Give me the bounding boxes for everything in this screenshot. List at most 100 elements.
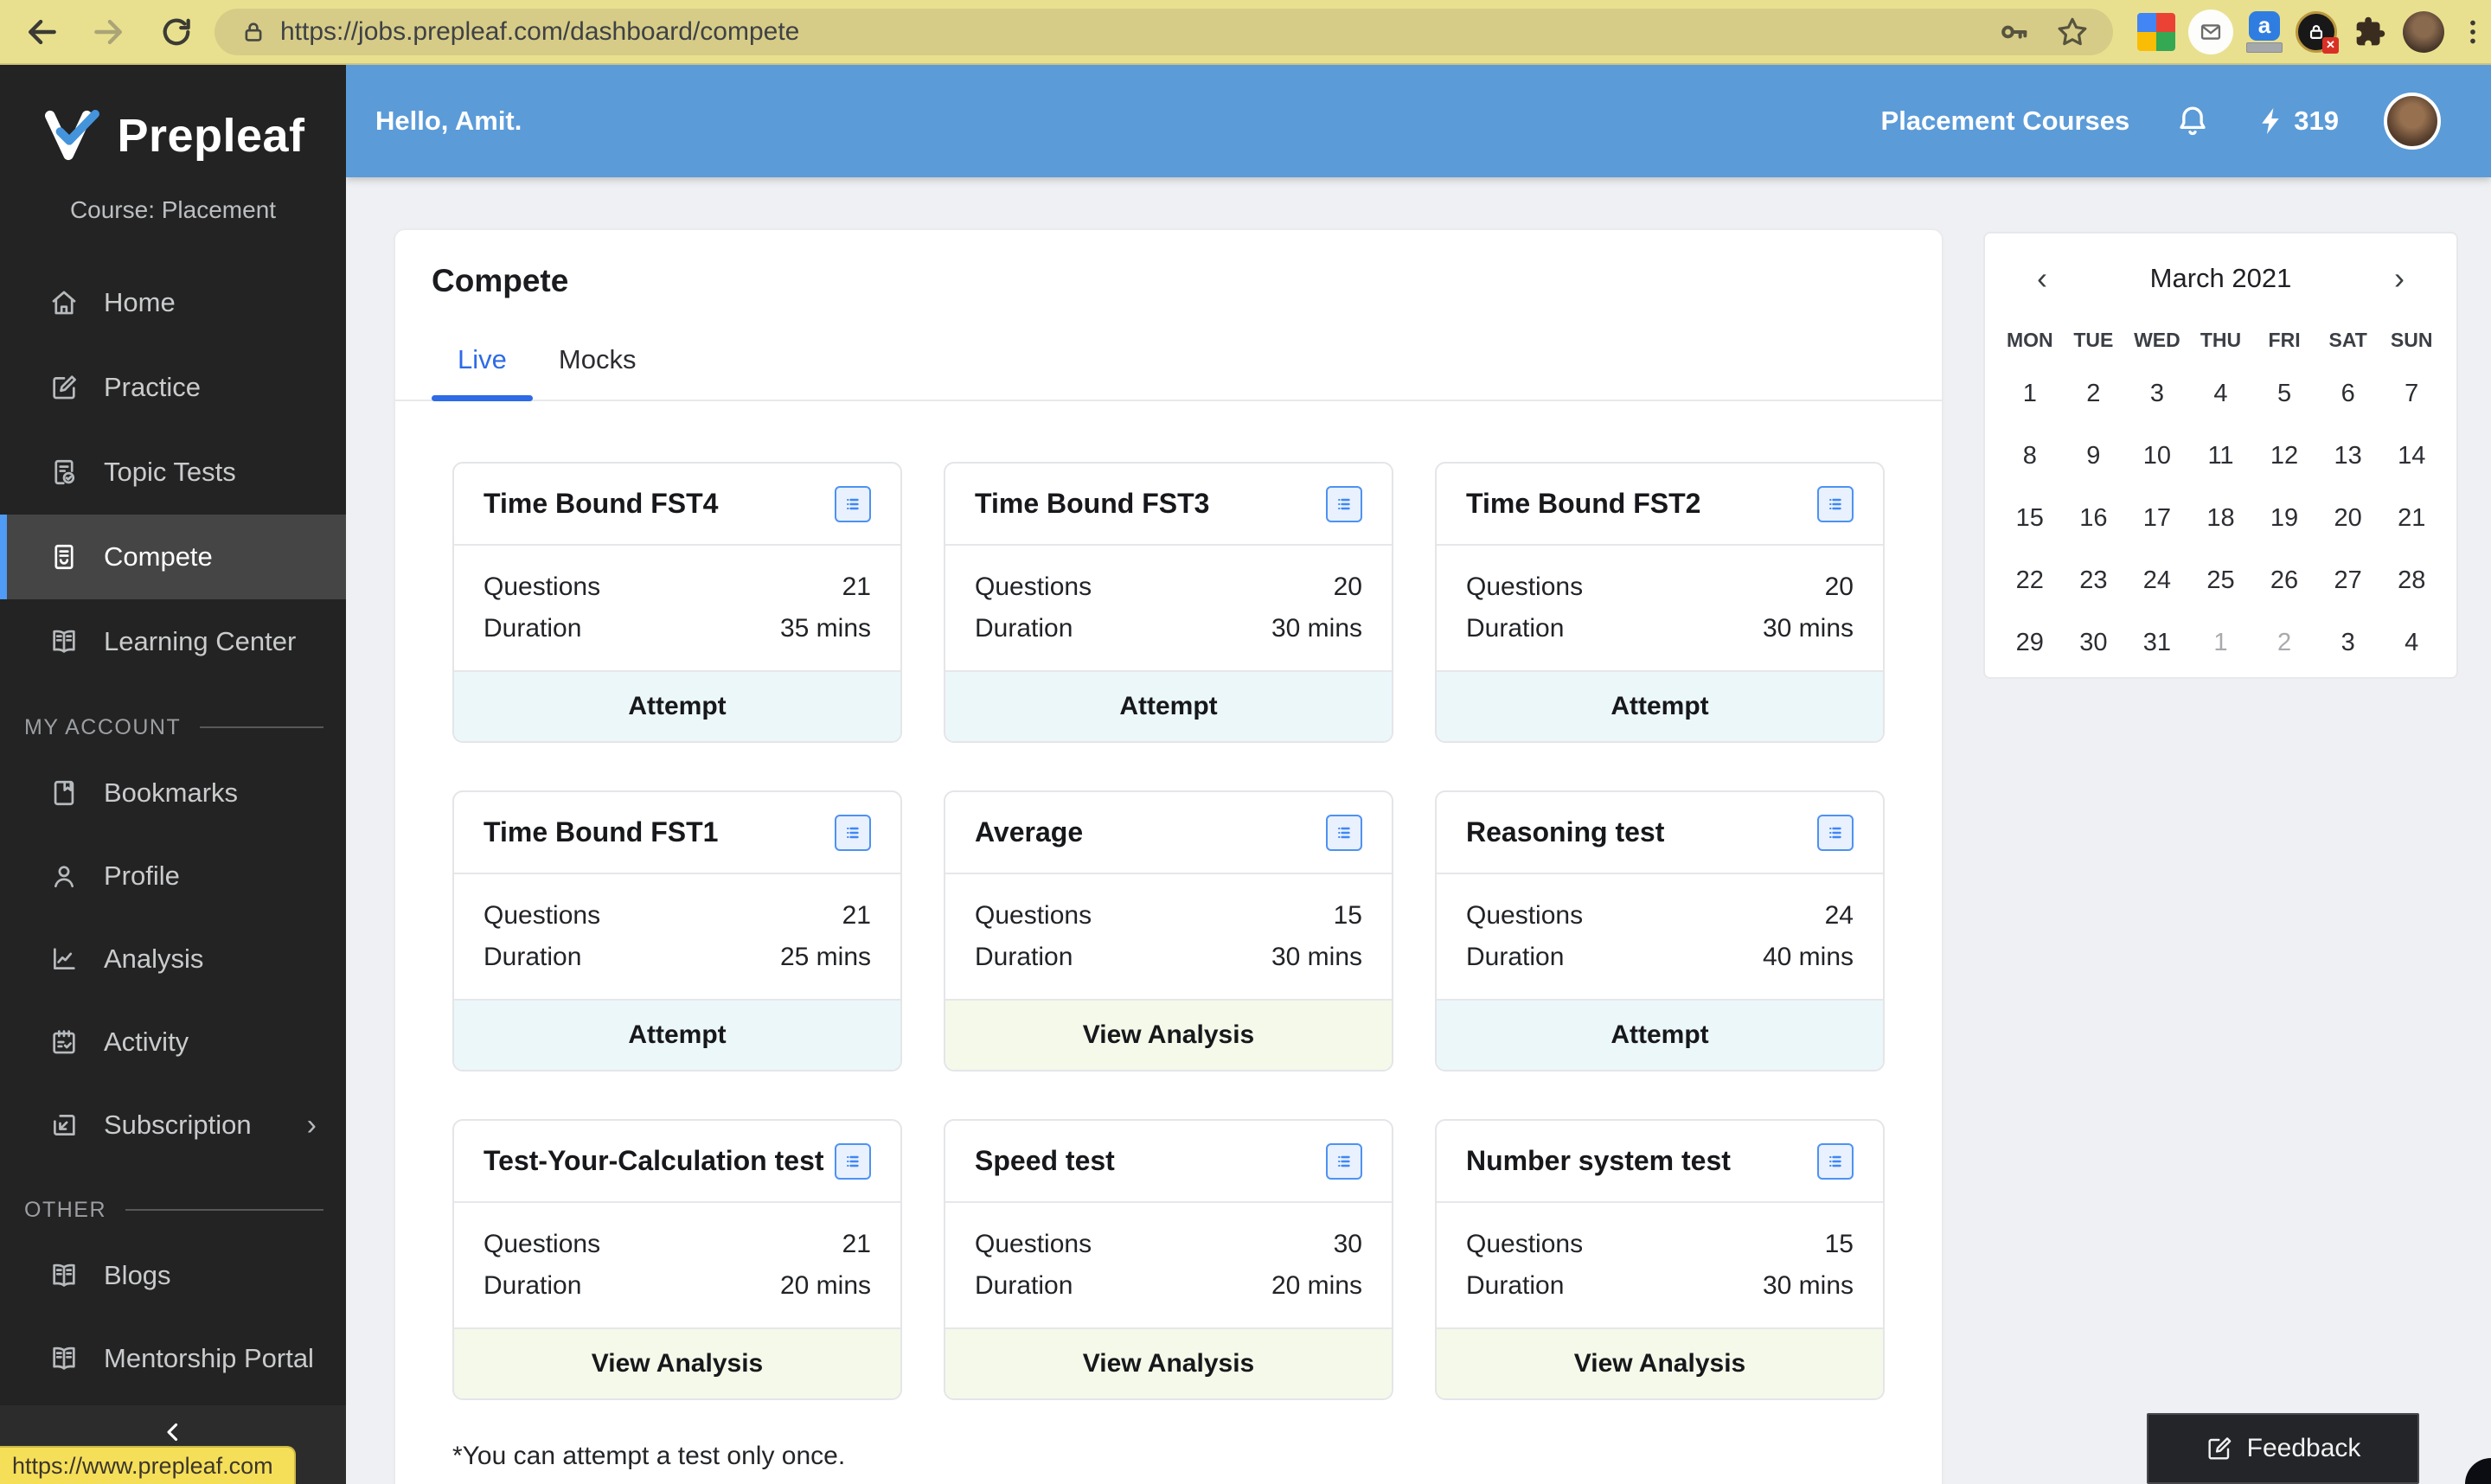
- calendar-date[interactable]: 1: [2022, 379, 2037, 407]
- sidebar-item-blogs[interactable]: Blogs: [0, 1234, 346, 1317]
- browser-profile-avatar[interactable]: [2403, 10, 2444, 53]
- card-action-button[interactable]: Attempt: [454, 670, 900, 741]
- card-action-button[interactable]: View Analysis: [945, 999, 1392, 1070]
- calendar-date[interactable]: 19: [2270, 503, 2299, 532]
- calendar-date[interactable]: 15: [2015, 503, 2044, 532]
- sidebar-item-practice[interactable]: Practice: [0, 345, 346, 430]
- sidebar-item-label: Activity: [104, 1027, 189, 1057]
- calendar-date[interactable]: 3: [2149, 379, 2164, 407]
- calendar-date[interactable]: 4: [2213, 379, 2228, 407]
- calendar-date[interactable]: 10: [2142, 441, 2172, 470]
- extensions-puzzle-icon[interactable]: [2350, 12, 2390, 52]
- calendar-date[interactable]: 11: [2207, 441, 2234, 470]
- test-details-icon[interactable]: [835, 1142, 871, 1180]
- test-details-icon[interactable]: [835, 814, 871, 851]
- calendar-date[interactable]: 14: [2398, 441, 2426, 470]
- feedback-button[interactable]: Feedback: [2147, 1413, 2419, 1484]
- card-action-button[interactable]: View Analysis: [1437, 1327, 1883, 1398]
- card-action-button[interactable]: Attempt: [1437, 670, 1883, 741]
- calendar-date[interactable]: 27: [2334, 566, 2362, 594]
- sidebar-item-analysis[interactable]: Analysis: [0, 918, 346, 1001]
- brand: Prepleaf: [0, 65, 346, 195]
- sidebar-item-profile[interactable]: Profile: [0, 835, 346, 918]
- energy-counter[interactable]: 319: [2256, 104, 2339, 138]
- calendar-date[interactable]: 16: [2079, 503, 2108, 532]
- tab-live[interactable]: Live: [432, 330, 533, 401]
- calendar-prev-icon[interactable]: ‹: [2023, 259, 2061, 297]
- browser-menu-icon[interactable]: [2457, 16, 2488, 48]
- test-details-icon[interactable]: [1326, 485, 1362, 522]
- calendar-date[interactable]: 28: [2398, 566, 2426, 594]
- calendar-date[interactable]: 1: [2213, 628, 2228, 656]
- calendar-date[interactable]: 7: [2405, 379, 2419, 407]
- sidebar-item-compete[interactable]: Compete: [0, 515, 346, 599]
- calendar-date[interactable]: 22: [2015, 566, 2044, 594]
- placement-courses-link[interactable]: Placement Courses: [1880, 106, 2130, 136]
- card-action-button[interactable]: View Analysis: [945, 1327, 1392, 1398]
- test-details-icon[interactable]: [835, 485, 871, 522]
- browser-forward-icon[interactable]: [90, 13, 128, 51]
- tab-mocks[interactable]: Mocks: [533, 330, 663, 400]
- calendar-date[interactable]: 20: [2334, 503, 2362, 532]
- duration-value: 30 mins: [1762, 1271, 1854, 1300]
- sidebar-item-subscription[interactable]: Subscription ›: [0, 1084, 346, 1167]
- address-bar[interactable]: https://jobs.prepleaf.com/dashboard/comp…: [215, 8, 2113, 55]
- card-action-button[interactable]: Attempt: [945, 670, 1392, 741]
- calendar-date[interactable]: 21: [2398, 503, 2426, 532]
- browser-reload-icon[interactable]: [157, 13, 195, 51]
- bookmark-star-icon[interactable]: [2054, 14, 2091, 50]
- key-icon[interactable]: [1997, 15, 2032, 49]
- calendar-date[interactable]: 13: [2334, 441, 2362, 470]
- privacy-extension-icon[interactable]: ✕: [2296, 10, 2339, 54]
- test-title: Average: [975, 816, 1084, 848]
- card-action-button[interactable]: Attempt: [1437, 999, 1883, 1070]
- chevron-right-icon[interactable]: ›: [306, 1108, 317, 1142]
- test-details-icon[interactable]: [1817, 1142, 1854, 1180]
- calendar-date[interactable]: 12: [2270, 441, 2299, 470]
- questions-value: 15: [1333, 901, 1362, 930]
- chat-widget-partial[interactable]: [2465, 1458, 2491, 1484]
- calendar-next-icon[interactable]: ›: [2380, 259, 2418, 297]
- calendar-date[interactable]: 31: [2142, 628, 2172, 656]
- calendar-date[interactable]: 25: [2206, 566, 2235, 594]
- google-extension-icon[interactable]: [2137, 12, 2175, 51]
- calendar-date[interactable]: 2: [2086, 379, 2101, 407]
- notifications-bell-icon[interactable]: [2174, 103, 2211, 139]
- test-details-icon[interactable]: [1326, 814, 1362, 851]
- card-action-button[interactable]: View Analysis: [454, 1327, 900, 1398]
- calendar-date[interactable]: 3: [2341, 628, 2355, 656]
- calendar-date[interactable]: 17: [2142, 503, 2172, 532]
- calendar-date[interactable]: 4: [2405, 628, 2419, 656]
- test-details-icon[interactable]: [1326, 1142, 1362, 1180]
- test-details-icon[interactable]: [1817, 485, 1854, 522]
- calendar-date[interactable]: 5: [2276, 379, 2292, 407]
- calendar-date[interactable]: 29: [2015, 628, 2044, 656]
- calendar-date[interactable]: 2: [2276, 628, 2292, 656]
- card-action-button[interactable]: Attempt: [454, 999, 900, 1070]
- questions-label: Questions: [1466, 572, 1584, 601]
- browser-back-icon[interactable]: [22, 13, 61, 51]
- mail-extension-icon[interactable]: [2188, 9, 2233, 54]
- sidebar-item-activity[interactable]: Activity: [0, 1001, 346, 1084]
- calendar-date[interactable]: 9: [2086, 441, 2101, 470]
- sidebar-item-learning-center[interactable]: Learning Center: [0, 599, 346, 684]
- sidebar-item-bookmarks[interactable]: Bookmarks: [0, 752, 346, 835]
- duration-value: 30 mins: [1271, 943, 1362, 971]
- duration-value: 20 mins: [779, 1271, 871, 1300]
- calendar-date[interactable]: 18: [2206, 503, 2235, 532]
- duration-label: Duration: [483, 1271, 582, 1300]
- test-details-icon[interactable]: [1817, 814, 1854, 851]
- calendar-date[interactable]: 26: [2270, 566, 2299, 594]
- calendar-date[interactable]: 23: [2079, 566, 2108, 594]
- sidebar-item-label: Learning Center: [104, 626, 297, 656]
- sidebar-item-mentorship-portal[interactable]: Mentorship Portal: [0, 1317, 346, 1400]
- duration-label: Duration: [483, 943, 582, 971]
- calendar-date[interactable]: 8: [2022, 441, 2037, 470]
- calendar-date[interactable]: 24: [2142, 566, 2172, 594]
- sidebar-item-home[interactable]: Home: [0, 260, 346, 345]
- calendar-date[interactable]: 30: [2079, 628, 2108, 656]
- assistant-extension-icon[interactable]: a: [2246, 10, 2283, 53]
- sidebar-item-topic-tests[interactable]: Topic Tests: [0, 430, 346, 515]
- calendar-date[interactable]: 6: [2341, 379, 2355, 407]
- user-avatar[interactable]: [2384, 93, 2441, 150]
